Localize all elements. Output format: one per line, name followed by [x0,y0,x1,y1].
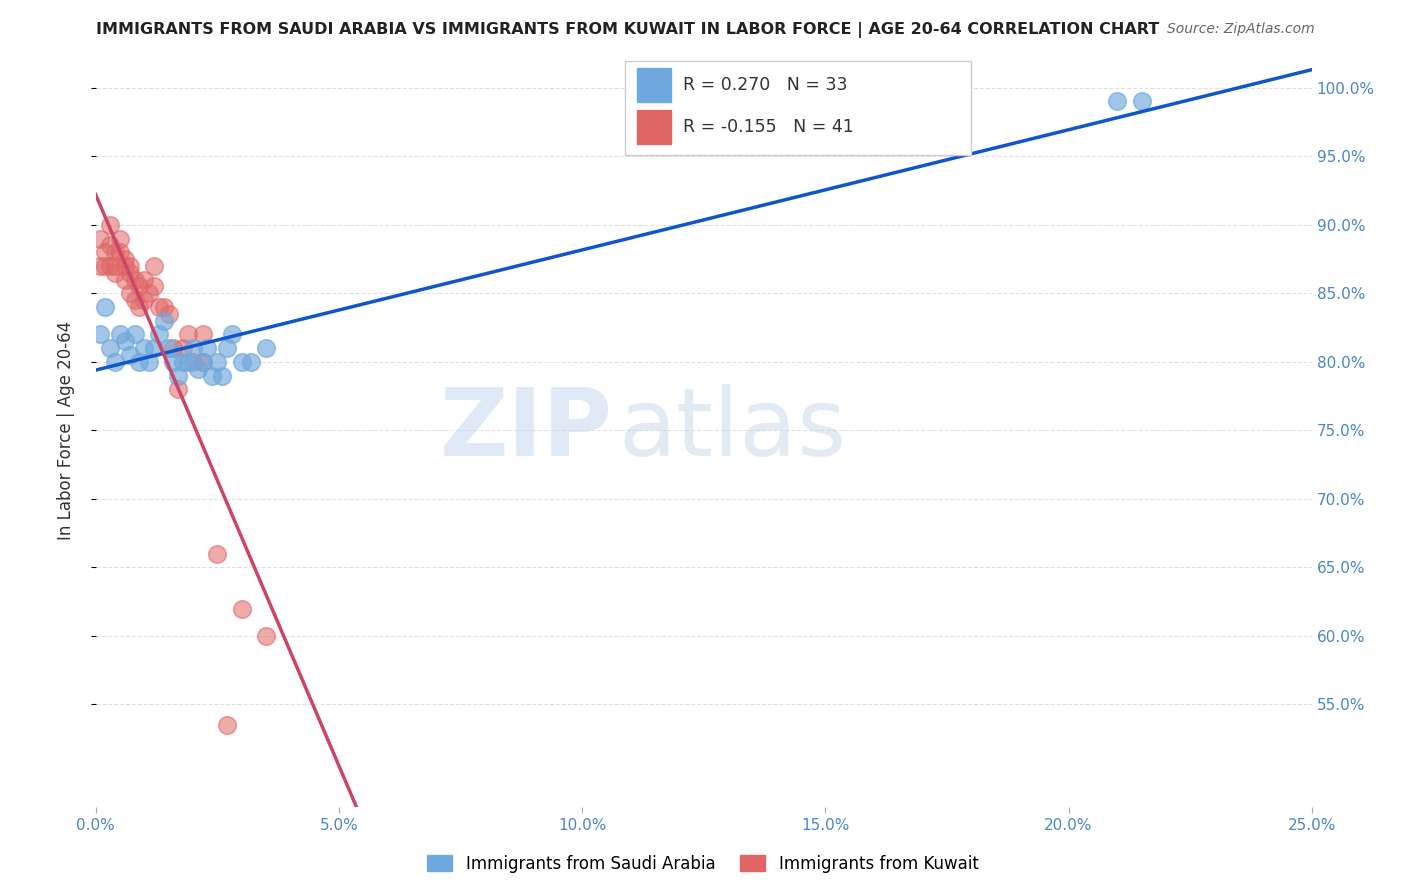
Point [128,279,150,293]
Point [94,245,117,260]
Point [108,231,131,245]
Point [114,334,136,349]
Point [162,341,184,355]
Text: Source: ZipAtlas.com: Source: ZipAtlas.com [1167,22,1315,37]
Text: R = 0.270   N = 33: R = 0.270 N = 33 [683,76,848,94]
FancyBboxPatch shape [637,110,671,144]
Point [104,245,127,260]
FancyBboxPatch shape [637,68,671,102]
Point [138,286,160,301]
Point [207,355,229,369]
Point [124,293,146,308]
Point [1130,95,1153,109]
Point [221,327,243,342]
Point [172,355,194,369]
Point [211,368,233,383]
Point [104,355,127,369]
Point [197,341,219,355]
Point [191,355,214,369]
Point [157,307,180,321]
Text: IMMIGRANTS FROM SAUDI ARABIA VS IMMIGRANTS FROM KUWAIT IN LABOR FORCE | AGE 20-6: IMMIGRANTS FROM SAUDI ARABIA VS IMMIGRAN… [96,22,1159,38]
Point [1107,95,1129,109]
Point [157,341,180,355]
Point [134,341,156,355]
Point [89,231,111,245]
Point [98,259,121,273]
Text: ZIP: ZIP [440,384,613,476]
Point [181,341,204,355]
Point [89,259,111,273]
Point [98,238,121,252]
Point [118,266,141,280]
Point [98,218,121,232]
Y-axis label: In Labor Force | Age 20-64: In Labor Force | Age 20-64 [56,321,75,540]
Point [187,361,209,376]
Point [108,245,131,260]
Point [231,601,253,615]
Point [98,341,121,355]
Point [108,327,131,342]
Text: atlas: atlas [619,384,846,476]
Point [143,341,166,355]
Text: R = -0.155   N = 41: R = -0.155 N = 41 [683,118,853,136]
Point [207,547,229,561]
Point [114,252,136,266]
Point [231,355,253,369]
Point [89,327,111,342]
Point [254,629,277,643]
Point [104,259,127,273]
Point [143,259,166,273]
FancyBboxPatch shape [624,61,972,155]
Point [114,259,136,273]
Point [177,327,200,342]
Point [128,355,150,369]
Legend: Immigrants from Saudi Arabia, Immigrants from Kuwait: Immigrants from Saudi Arabia, Immigrants… [420,848,986,880]
Point [215,718,238,732]
Point [177,355,200,369]
Point [191,327,214,342]
Point [124,273,146,287]
Point [148,300,170,314]
Point [128,300,150,314]
Point [118,348,141,362]
Point [134,293,156,308]
Point [104,266,127,280]
Point [172,341,194,355]
Point [94,300,117,314]
Point [162,355,184,369]
Point [114,273,136,287]
Point [134,273,156,287]
Point [191,355,214,369]
Point [138,355,160,369]
Point [152,314,174,328]
Point [181,355,204,369]
Point [124,327,146,342]
Point [152,300,174,314]
Point [148,327,170,342]
Point [167,368,190,383]
Point [143,279,166,293]
Point [215,341,238,355]
Point [118,286,141,301]
Point [254,341,277,355]
Point [94,259,117,273]
Point [201,368,224,383]
Point [240,355,263,369]
Point [118,259,141,273]
Point [167,382,190,396]
